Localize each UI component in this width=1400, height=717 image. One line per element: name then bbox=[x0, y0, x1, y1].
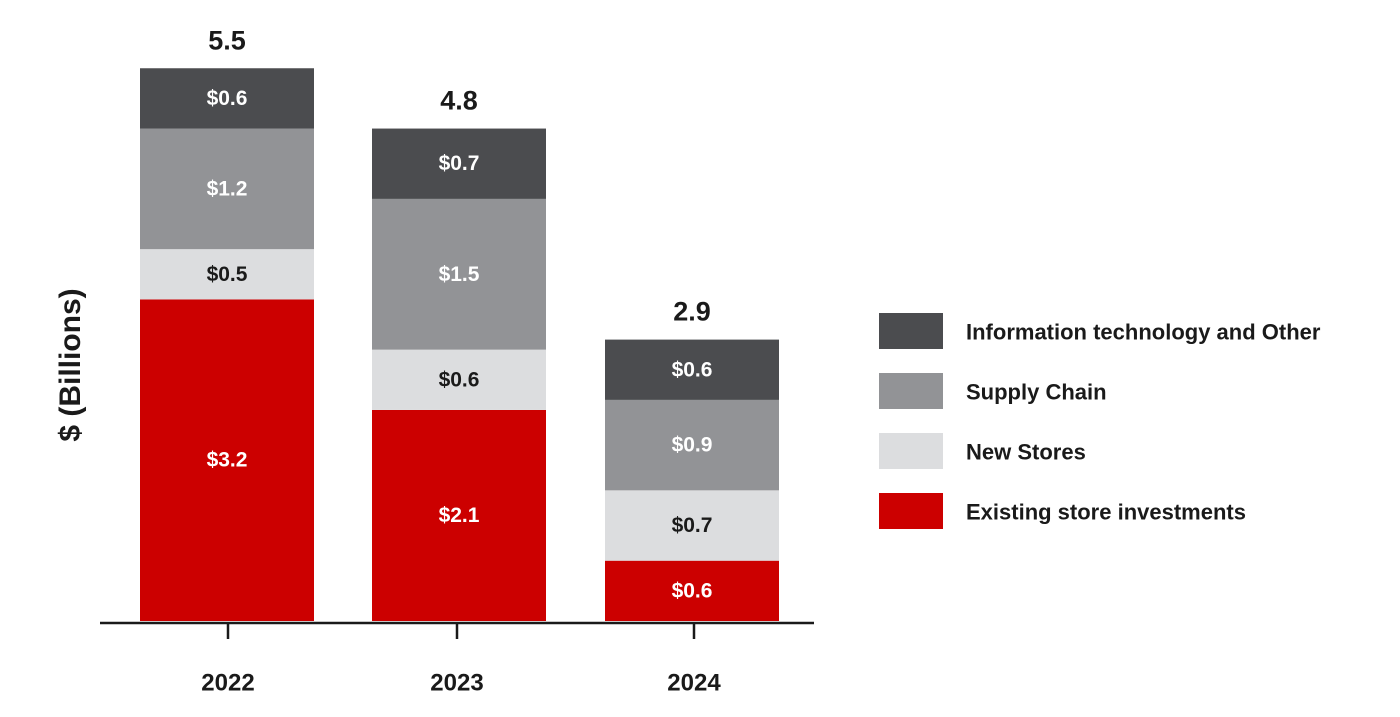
x-axis-ticks: 2022 2023 2024 bbox=[201, 623, 721, 697]
data-label-information-technology-and-other-2023: $0.7 bbox=[439, 152, 480, 175]
data-label-existing-store-investments-2024: $0.6 bbox=[672, 579, 713, 602]
total-label-2022: 5.5 bbox=[208, 25, 246, 55]
data-label-new-stores-2024: $0.7 bbox=[672, 514, 713, 537]
bar-supply-chain-2024 bbox=[605, 399, 779, 491]
legend-label-existing-store-investments: Existing store investments bbox=[966, 500, 1246, 525]
x-tick-label-2024: 2024 bbox=[667, 670, 721, 697]
x-tick-label-2023: 2023 bbox=[430, 670, 483, 697]
bar-existing-store-investments-2023 bbox=[372, 409, 546, 621]
bar-information-technology-and-other-2022 bbox=[140, 68, 314, 129]
bar-supply-chain-2023 bbox=[372, 198, 546, 350]
data-label-supply-chain-2024: $0.9 bbox=[672, 434, 713, 457]
legend-swatch-information-technology-and-other bbox=[879, 313, 943, 349]
legend: Information technology and Other Supply C… bbox=[879, 313, 1321, 529]
legend-swatch-new-stores bbox=[879, 433, 943, 469]
data-label-supply-chain-2023: $1.5 bbox=[439, 263, 480, 286]
bar-information-technology-and-other-2023 bbox=[372, 128, 546, 199]
total-label-2023: 4.8 bbox=[440, 86, 478, 116]
data-label-supply-chain-2022: $1.2 bbox=[207, 177, 248, 200]
legend-swatch-supply-chain bbox=[879, 373, 943, 409]
data-label-new-stores-2023: $0.6 bbox=[439, 368, 480, 391]
bar-new-stores-2023 bbox=[372, 349, 546, 410]
legend-label-new-stores: New Stores bbox=[966, 440, 1086, 465]
total-label-2024: 2.9 bbox=[673, 297, 711, 327]
data-label-new-stores-2022: $0.5 bbox=[207, 263, 248, 286]
bar-supply-chain-2022 bbox=[140, 128, 314, 250]
data-label-information-technology-and-other-2024: $0.6 bbox=[672, 358, 713, 381]
bars-group: $3.2 $0.5 $1.2 $0.6 5.5 $2.1 $0.6 $1.5 $0.7 4.8 $0… bbox=[140, 25, 779, 621]
bar-information-technology-and-other-2024 bbox=[605, 339, 779, 400]
data-label-existing-store-investments-2023: $2.1 bbox=[439, 504, 480, 527]
bar-existing-store-investments-2024 bbox=[605, 560, 779, 621]
legend-swatch-existing-store-investments bbox=[879, 493, 943, 529]
legend-label-information-technology-and-other: Information technology and Other bbox=[966, 320, 1321, 345]
bar-existing-store-investments-2022 bbox=[140, 299, 314, 621]
y-axis-label: $ (Billions) bbox=[54, 288, 87, 441]
legend-label-supply-chain: Supply Chain bbox=[966, 380, 1107, 405]
bar-new-stores-2024 bbox=[605, 490, 779, 561]
bar-new-stores-2022 bbox=[140, 249, 314, 300]
x-tick-label-2022: 2022 bbox=[201, 670, 254, 697]
data-label-existing-store-investments-2022: $3.2 bbox=[207, 449, 248, 472]
data-label-information-technology-and-other-2022: $0.6 bbox=[207, 87, 248, 110]
